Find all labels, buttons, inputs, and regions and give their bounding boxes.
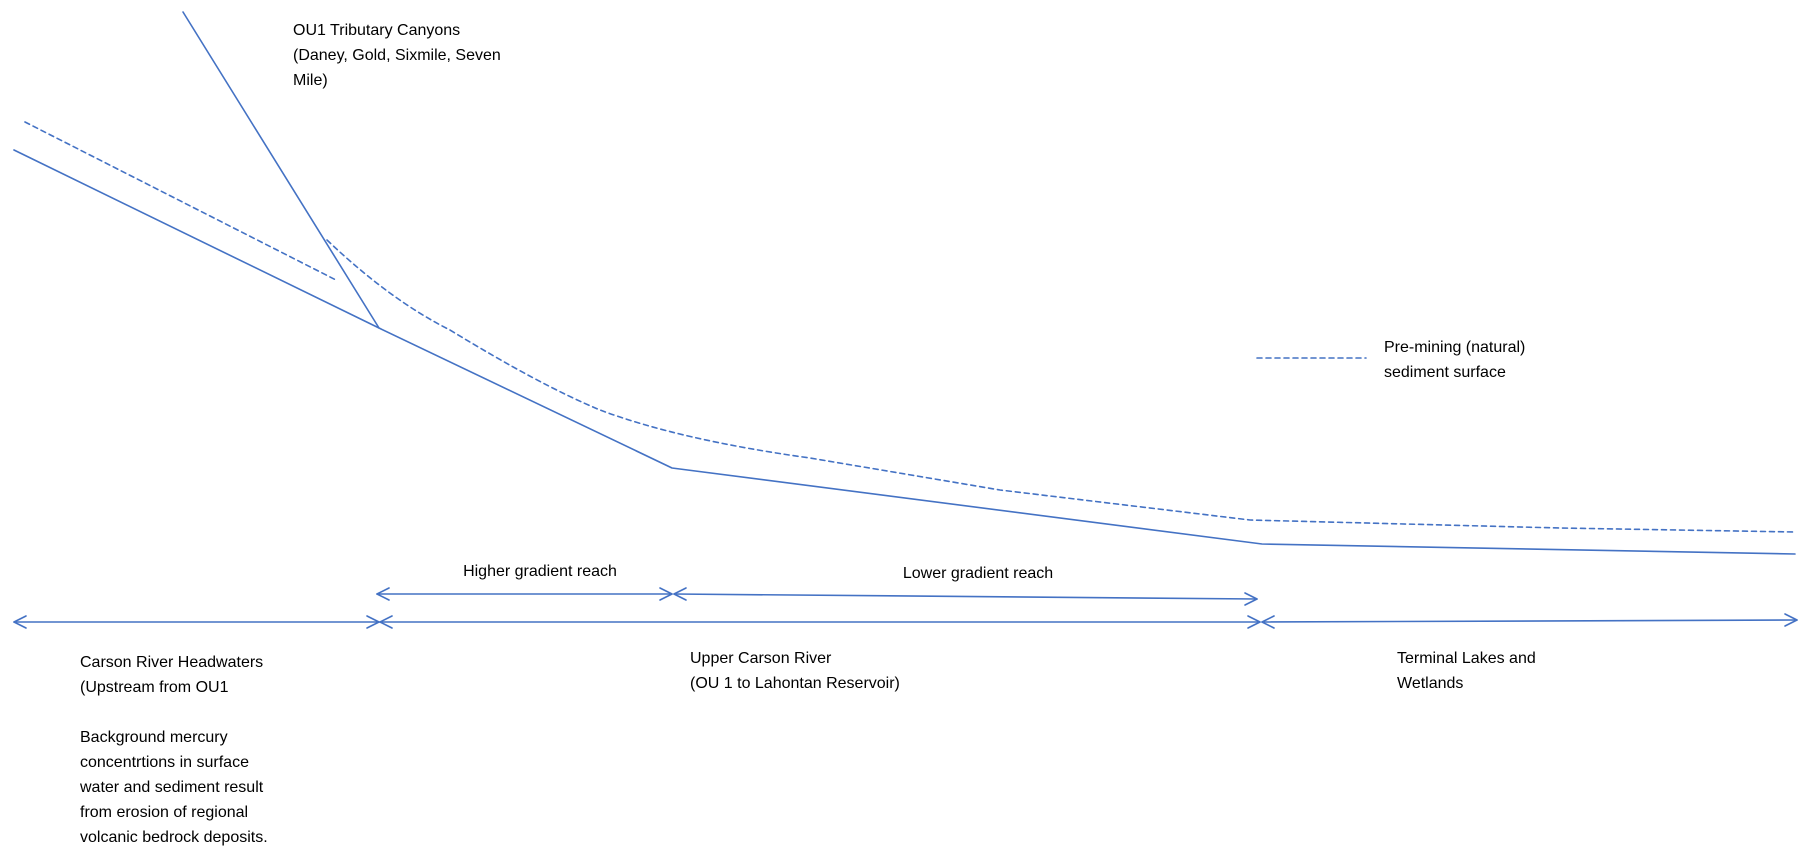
higher-gradient-reach-label: Higher gradient reach: [463, 563, 617, 580]
pre-mining-surface-downstream: [326, 239, 1796, 533]
lower-gradient-reach-label: Lower gradient reach: [902, 565, 1054, 582]
tributary-canyon-line: [182, 11, 380, 329]
legend-label: Pre-mining (natural) sediment surface: [1384, 339, 1526, 381]
upper-carson-label: Upper Carson River (OU 1 to Lahontan Res…: [690, 650, 900, 692]
upper-carson-extent-arrow: [379, 615, 1261, 629]
headwaters-label: Carson River Headwaters (Upstream from O…: [80, 654, 268, 846]
terminal-lakes-label: Terminal Lakes and Wetlands: [1397, 650, 1536, 692]
headwaters-extent-arrow: [13, 615, 380, 629]
pre-mining-surface-upstream: [24, 121, 337, 281]
tributary-canyons-label: OU1 Tributary Canyons (Daney, Gold, Sixm…: [293, 22, 501, 89]
higher-gradient-reach-arrow: [376, 587, 673, 601]
river-bed-profile-line: [13, 149, 1796, 555]
terminal-lakes-extent-arrow: [1261, 613, 1798, 629]
lower-gradient-reach-arrow: [673, 587, 1258, 606]
